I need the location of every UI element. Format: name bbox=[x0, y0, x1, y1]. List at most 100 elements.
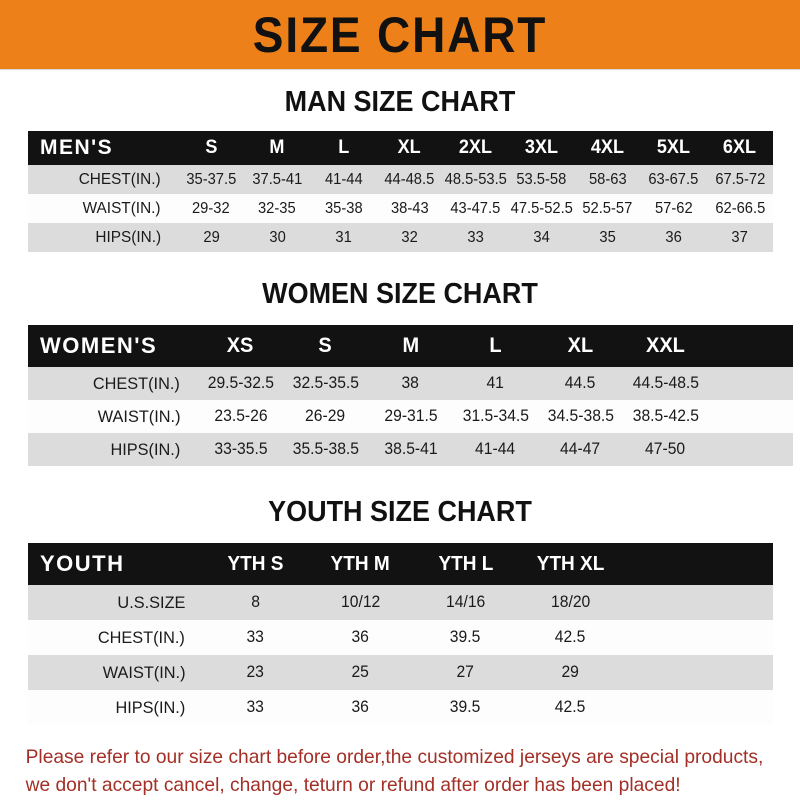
youth-cell-text: 33 bbox=[246, 628, 265, 646]
women-cell-text: 26-29 bbox=[305, 407, 346, 425]
man-cell-r1-c4: 44-48.5 bbox=[376, 165, 442, 194]
man-cell-text: 29-32 bbox=[192, 199, 231, 217]
youth-header-label-text: YOUTH bbox=[40, 551, 125, 576]
women-cell-text: 47-50 bbox=[645, 440, 686, 458]
women-cell-text: 29-31.5 bbox=[383, 407, 438, 425]
man-header-size-1: S bbox=[178, 131, 244, 165]
man-header-size-7: 4XL bbox=[575, 131, 641, 165]
youth-cell-text: 36 bbox=[351, 698, 370, 716]
women-cell-text: 29.5-32.5 bbox=[207, 374, 274, 392]
man-row-label-1: CHEST(IN.) bbox=[28, 165, 178, 194]
man-cell-text: 29 bbox=[203, 228, 220, 246]
man-header-size-text: XL bbox=[397, 137, 421, 158]
youth-row-spacer bbox=[623, 690, 773, 725]
youth-cell-text: 39.5 bbox=[450, 628, 481, 646]
women-cell-r3-c6: 47-50 bbox=[623, 433, 708, 466]
man-cell-text: 67.5-72 bbox=[714, 170, 765, 188]
man-table-header-row: MEN'S S M L XL 2XL 3XL 4XL 5XL 6XL bbox=[28, 131, 773, 165]
women-cell-r1-c1: 29.5-32.5 bbox=[198, 367, 283, 400]
women-cell-text: 44.5 bbox=[565, 374, 596, 392]
women-section-title: WOMEN SIZE CHART bbox=[262, 278, 538, 310]
women-cell-text: 44-47 bbox=[560, 440, 601, 458]
youth-cell-text: 29 bbox=[561, 663, 580, 681]
man-cell-text: 38-43 bbox=[390, 199, 429, 217]
man-header-size-text: 5XL bbox=[657, 137, 691, 158]
women-row-label-text: HIPS(IN.) bbox=[110, 439, 181, 459]
women-cell-text: 38.5-42.5 bbox=[632, 407, 699, 425]
man-cell-r3-c8: 36 bbox=[641, 223, 707, 252]
women-header-size-text: XS bbox=[227, 334, 254, 357]
man-cell-text: 32-35 bbox=[258, 199, 297, 217]
women-header-size-6: XXL bbox=[623, 325, 708, 367]
youth-row-spacer bbox=[623, 585, 773, 620]
page-title: SIZE CHART bbox=[252, 6, 548, 63]
women-cell-r2-c5: 34.5-38.5 bbox=[538, 400, 623, 433]
man-cell-text: 34 bbox=[533, 228, 550, 246]
man-header-size-5: 2XL bbox=[443, 131, 509, 165]
man-table-row: HIPS(IN.) 29 30 31 32 33 34 35 36 37 bbox=[28, 223, 773, 252]
man-cell-r1-c5: 48.5-53.5 bbox=[443, 165, 509, 194]
youth-row-label-1: U.S.SIZE bbox=[28, 585, 203, 620]
women-cell-r1-c2: 32.5-35.5 bbox=[283, 367, 368, 400]
women-cell-r3-c5: 44-47 bbox=[538, 433, 623, 466]
man-header-size-text: M bbox=[269, 137, 285, 158]
page-banner: SIZE CHART bbox=[0, 0, 800, 70]
women-cell-r3-c3: 38.5-41 bbox=[368, 433, 453, 466]
man-cell-r3-c9: 37 bbox=[707, 223, 773, 252]
youth-cell-r1-c4: 18/20 bbox=[518, 585, 623, 620]
women-cell-r1-c5: 44.5 bbox=[538, 367, 623, 400]
women-header-size-1: XS bbox=[198, 325, 283, 367]
man-header-size-text: 3XL bbox=[525, 137, 559, 158]
man-header-size-3: L bbox=[310, 131, 376, 165]
youth-cell-r2-c1: 33 bbox=[203, 620, 308, 655]
youth-cell-text: 23 bbox=[246, 663, 265, 681]
man-header-size-text: L bbox=[337, 137, 349, 158]
youth-cell-r1-c2: 10/12 bbox=[308, 585, 413, 620]
man-cell-r3-c6: 34 bbox=[509, 223, 575, 252]
man-header-size-text: 2XL bbox=[458, 137, 493, 158]
man-header-size-4: XL bbox=[376, 131, 442, 165]
youth-header-size-text: YTH S bbox=[227, 552, 284, 575]
women-size-table: WOMEN'S XS S M L XL XXL CHEST(IN.) 29.5-32.5 32… bbox=[28, 325, 793, 466]
youth-table-row: HIPS(IN.) 33 36 39.5 42.5 bbox=[28, 690, 773, 725]
women-cell-text: 38.5-41 bbox=[383, 440, 438, 458]
youth-cell-r3-c4: 29 bbox=[518, 655, 623, 690]
man-size-table: MEN'S S M L XL 2XL 3XL 4XL 5XL 6XL CHEST(IN.) 35-… bbox=[28, 131, 773, 252]
women-header-size-text: M bbox=[402, 334, 419, 357]
man-cell-text: 32 bbox=[401, 228, 418, 246]
man-size-section: MAN SIZE CHART MEN'S S M L XL 2XL 3XL 4XL 5XL 6X… bbox=[0, 86, 800, 252]
man-row-label-text: HIPS(IN.) bbox=[95, 228, 161, 246]
footer-line-2: we don't accept cancel, change, teturn o… bbox=[25, 774, 681, 797]
women-cell-text: 38 bbox=[401, 374, 420, 392]
youth-size-table: YOUTH YTH S YTH M YTH L YTH XL U.S.SIZE 8 10/… bbox=[28, 543, 773, 725]
youth-header-size-text: YTH L bbox=[438, 552, 493, 575]
women-header-size-text: XXL bbox=[646, 334, 685, 357]
women-cell-r2-c1: 23.5-26 bbox=[198, 400, 283, 433]
women-size-section: WOMEN SIZE CHART WOMEN'S XS S M L XL XXL CHES… bbox=[0, 278, 800, 466]
man-cell-text: 35 bbox=[599, 228, 616, 246]
man-header-size-text: S bbox=[205, 137, 218, 158]
youth-section-title: YOUTH SIZE CHART bbox=[268, 496, 532, 528]
man-cell-r3-c4: 32 bbox=[376, 223, 442, 252]
women-row-spacer bbox=[708, 400, 793, 433]
youth-table-header-row: YOUTH YTH S YTH M YTH L YTH XL bbox=[28, 543, 773, 585]
youth-row-spacer bbox=[623, 620, 773, 655]
man-cell-text: 44-48.5 bbox=[384, 170, 435, 188]
youth-header-size-text: YTH XL bbox=[536, 552, 605, 575]
man-cell-r3-c3: 31 bbox=[310, 223, 376, 252]
man-cell-r1-c7: 58-63 bbox=[575, 165, 641, 194]
man-cell-r1-c2: 37.5-41 bbox=[244, 165, 310, 194]
man-cell-text: 53.5-58 bbox=[516, 170, 567, 188]
man-cell-text: 48.5-53.5 bbox=[444, 170, 507, 188]
youth-cell-r3-c2: 25 bbox=[308, 655, 413, 690]
man-cell-r2-c3: 35-38 bbox=[310, 194, 376, 223]
youth-cell-text: 10/12 bbox=[340, 593, 381, 611]
women-cell-r2-c6: 38.5-42.5 bbox=[623, 400, 708, 433]
man-cell-text: 41-44 bbox=[324, 170, 363, 188]
youth-size-section: YOUTH SIZE CHART YOUTH YTH S YTH M YTH L YT… bbox=[0, 496, 800, 725]
man-cell-r1-c8: 63-67.5 bbox=[641, 165, 707, 194]
women-cell-r2-c2: 26-29 bbox=[283, 400, 368, 433]
youth-cell-r2-c2: 36 bbox=[308, 620, 413, 655]
youth-row-spacer bbox=[623, 655, 773, 690]
